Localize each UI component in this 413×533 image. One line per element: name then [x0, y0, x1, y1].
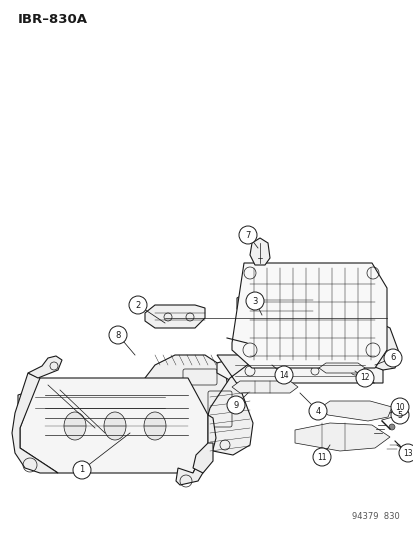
Polygon shape — [236, 291, 312, 318]
Ellipse shape — [144, 412, 166, 440]
Polygon shape — [339, 318, 399, 370]
Text: 4: 4 — [315, 407, 320, 416]
Circle shape — [274, 366, 292, 384]
Text: 13: 13 — [402, 448, 412, 457]
Text: 5: 5 — [396, 410, 402, 419]
Polygon shape — [249, 238, 269, 265]
Polygon shape — [176, 415, 216, 485]
Circle shape — [245, 292, 263, 310]
Text: 7: 7 — [245, 230, 250, 239]
Polygon shape — [18, 390, 185, 415]
Circle shape — [73, 461, 91, 479]
Text: 3: 3 — [252, 296, 257, 305]
Text: 14: 14 — [278, 370, 288, 379]
Polygon shape — [231, 263, 386, 368]
Polygon shape — [12, 373, 58, 473]
Polygon shape — [202, 355, 252, 455]
Text: 6: 6 — [389, 353, 395, 362]
Polygon shape — [231, 381, 297, 393]
Circle shape — [390, 398, 408, 416]
Circle shape — [398, 444, 413, 462]
Polygon shape — [318, 363, 364, 373]
Polygon shape — [28, 356, 62, 378]
Circle shape — [390, 406, 408, 424]
Ellipse shape — [104, 412, 126, 440]
Circle shape — [109, 326, 127, 344]
Circle shape — [129, 296, 147, 314]
Ellipse shape — [64, 412, 86, 440]
Polygon shape — [294, 423, 389, 451]
Circle shape — [312, 448, 330, 466]
Text: 12: 12 — [359, 374, 369, 383]
Circle shape — [355, 369, 373, 387]
Polygon shape — [35, 380, 115, 468]
Text: 1: 1 — [79, 465, 84, 474]
Text: 10: 10 — [394, 402, 404, 411]
Polygon shape — [192, 443, 212, 473]
Text: 11: 11 — [316, 453, 326, 462]
Circle shape — [308, 402, 326, 420]
Text: 8: 8 — [115, 330, 121, 340]
Circle shape — [238, 226, 256, 244]
Polygon shape — [145, 305, 204, 328]
Polygon shape — [319, 401, 391, 421]
Text: 2: 2 — [135, 301, 140, 310]
Polygon shape — [145, 355, 230, 415]
Text: 9: 9 — [233, 400, 238, 409]
Circle shape — [226, 396, 244, 414]
Circle shape — [388, 424, 394, 430]
Polygon shape — [20, 378, 207, 473]
Polygon shape — [216, 358, 382, 383]
Circle shape — [383, 349, 401, 367]
Text: IBR–830A: IBR–830A — [18, 13, 88, 26]
Text: 94379  830: 94379 830 — [351, 512, 399, 521]
